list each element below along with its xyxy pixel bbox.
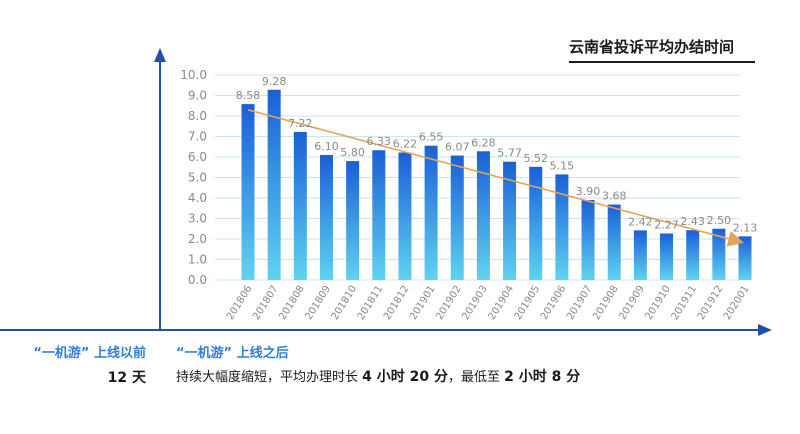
- bar: [503, 161, 517, 280]
- value-label: 2.43: [680, 215, 705, 228]
- value-label: 6.28: [471, 136, 496, 149]
- value-label: 5.77: [497, 147, 522, 160]
- before-value: 12 天: [107, 370, 146, 386]
- after-text-2: ，最低至: [448, 370, 505, 385]
- title-underline: [569, 61, 755, 63]
- y-axis-arrow: [154, 48, 166, 62]
- y-tick-label: 7.0: [188, 130, 207, 144]
- value-label: 3.68: [602, 190, 627, 203]
- value-labels: 8.589.28 7.226.10 5.806.33 6.226.556.07 6.28…: [236, 75, 758, 235]
- bar: [476, 151, 490, 280]
- bar: [686, 230, 700, 280]
- x-axis-arrow: [758, 324, 772, 336]
- value-label: 6.55: [419, 131, 444, 144]
- value-label: 8.58: [236, 89, 261, 102]
- x-tick-labels: 2018062018072018082018092018102018112018…: [225, 284, 752, 322]
- bars: [241, 89, 752, 280]
- value-label: 9.28: [262, 75, 287, 88]
- value-label: 5.80: [340, 146, 365, 159]
- bar: [293, 131, 307, 280]
- value-label: 6.10: [314, 140, 339, 153]
- bar: [424, 145, 438, 280]
- bar: [241, 104, 255, 280]
- bar: [660, 233, 674, 280]
- y-tick-label: 1.0: [188, 253, 207, 267]
- y-tick-label: 0.0: [188, 273, 207, 287]
- bar: [555, 174, 569, 280]
- bar: [529, 166, 543, 280]
- value-label: 6.33: [367, 135, 392, 148]
- value-label: 6.22: [393, 137, 418, 150]
- value-label: 2.50: [707, 214, 732, 227]
- value-label: 3.90: [576, 185, 601, 198]
- y-tick-label: 2.0: [188, 232, 207, 246]
- after-text: 持续大幅度缩短，平均办理时长 4 小时 20 分，最低至 2 小时 8 分: [176, 366, 580, 386]
- bar: [581, 200, 595, 280]
- value-label: 2.27: [654, 218, 679, 231]
- value-label: 2.13: [733, 221, 758, 234]
- bar: [450, 155, 464, 280]
- trend-arrow: [247, 109, 745, 247]
- after-bold-2: 2 小时 8 分: [504, 369, 581, 385]
- chart-title: 云南省投诉平均办结时间: [569, 38, 735, 56]
- bar: [319, 154, 333, 280]
- bar: [712, 228, 726, 280]
- value-label: 5.15: [550, 159, 575, 172]
- bar: [398, 152, 412, 280]
- before-label: “一机游” 上线以前: [33, 346, 146, 361]
- value-label: 2.42: [628, 215, 653, 228]
- y-tick-label: 6.0: [188, 150, 207, 164]
- bar: [738, 236, 752, 280]
- after-bold-1: 4 小时 20 分: [362, 369, 448, 385]
- value-label: 7.22: [288, 117, 313, 130]
- value-label: 5.52: [523, 152, 548, 165]
- y-tick-label: 3.0: [188, 212, 207, 226]
- x-tick-label: 202001: [722, 284, 752, 322]
- bar: [607, 204, 621, 280]
- after-text-1: 持续大幅度缩短，平均办理时长: [176, 370, 363, 385]
- y-tick-labels: 0.0 1.0 2.0 3.0 4.0 5.0 6.0 7.0 8.0 9.0 10.0: [180, 68, 207, 287]
- bar: [372, 150, 386, 280]
- bar: [346, 161, 360, 280]
- y-tick-label: 8.0: [188, 109, 207, 123]
- y-tick-label: 4.0: [188, 191, 207, 205]
- bar: [633, 230, 647, 280]
- y-tick-label: 5.0: [188, 171, 207, 185]
- trend-line: [247, 109, 745, 247]
- axes: [0, 48, 772, 336]
- bar: [267, 89, 281, 280]
- y-tick-label: 9.0: [188, 89, 207, 103]
- after-label: “一机游” 上线之后: [176, 346, 289, 361]
- value-label: 6.07: [445, 141, 470, 154]
- y-tick-label: 10.0: [180, 68, 207, 82]
